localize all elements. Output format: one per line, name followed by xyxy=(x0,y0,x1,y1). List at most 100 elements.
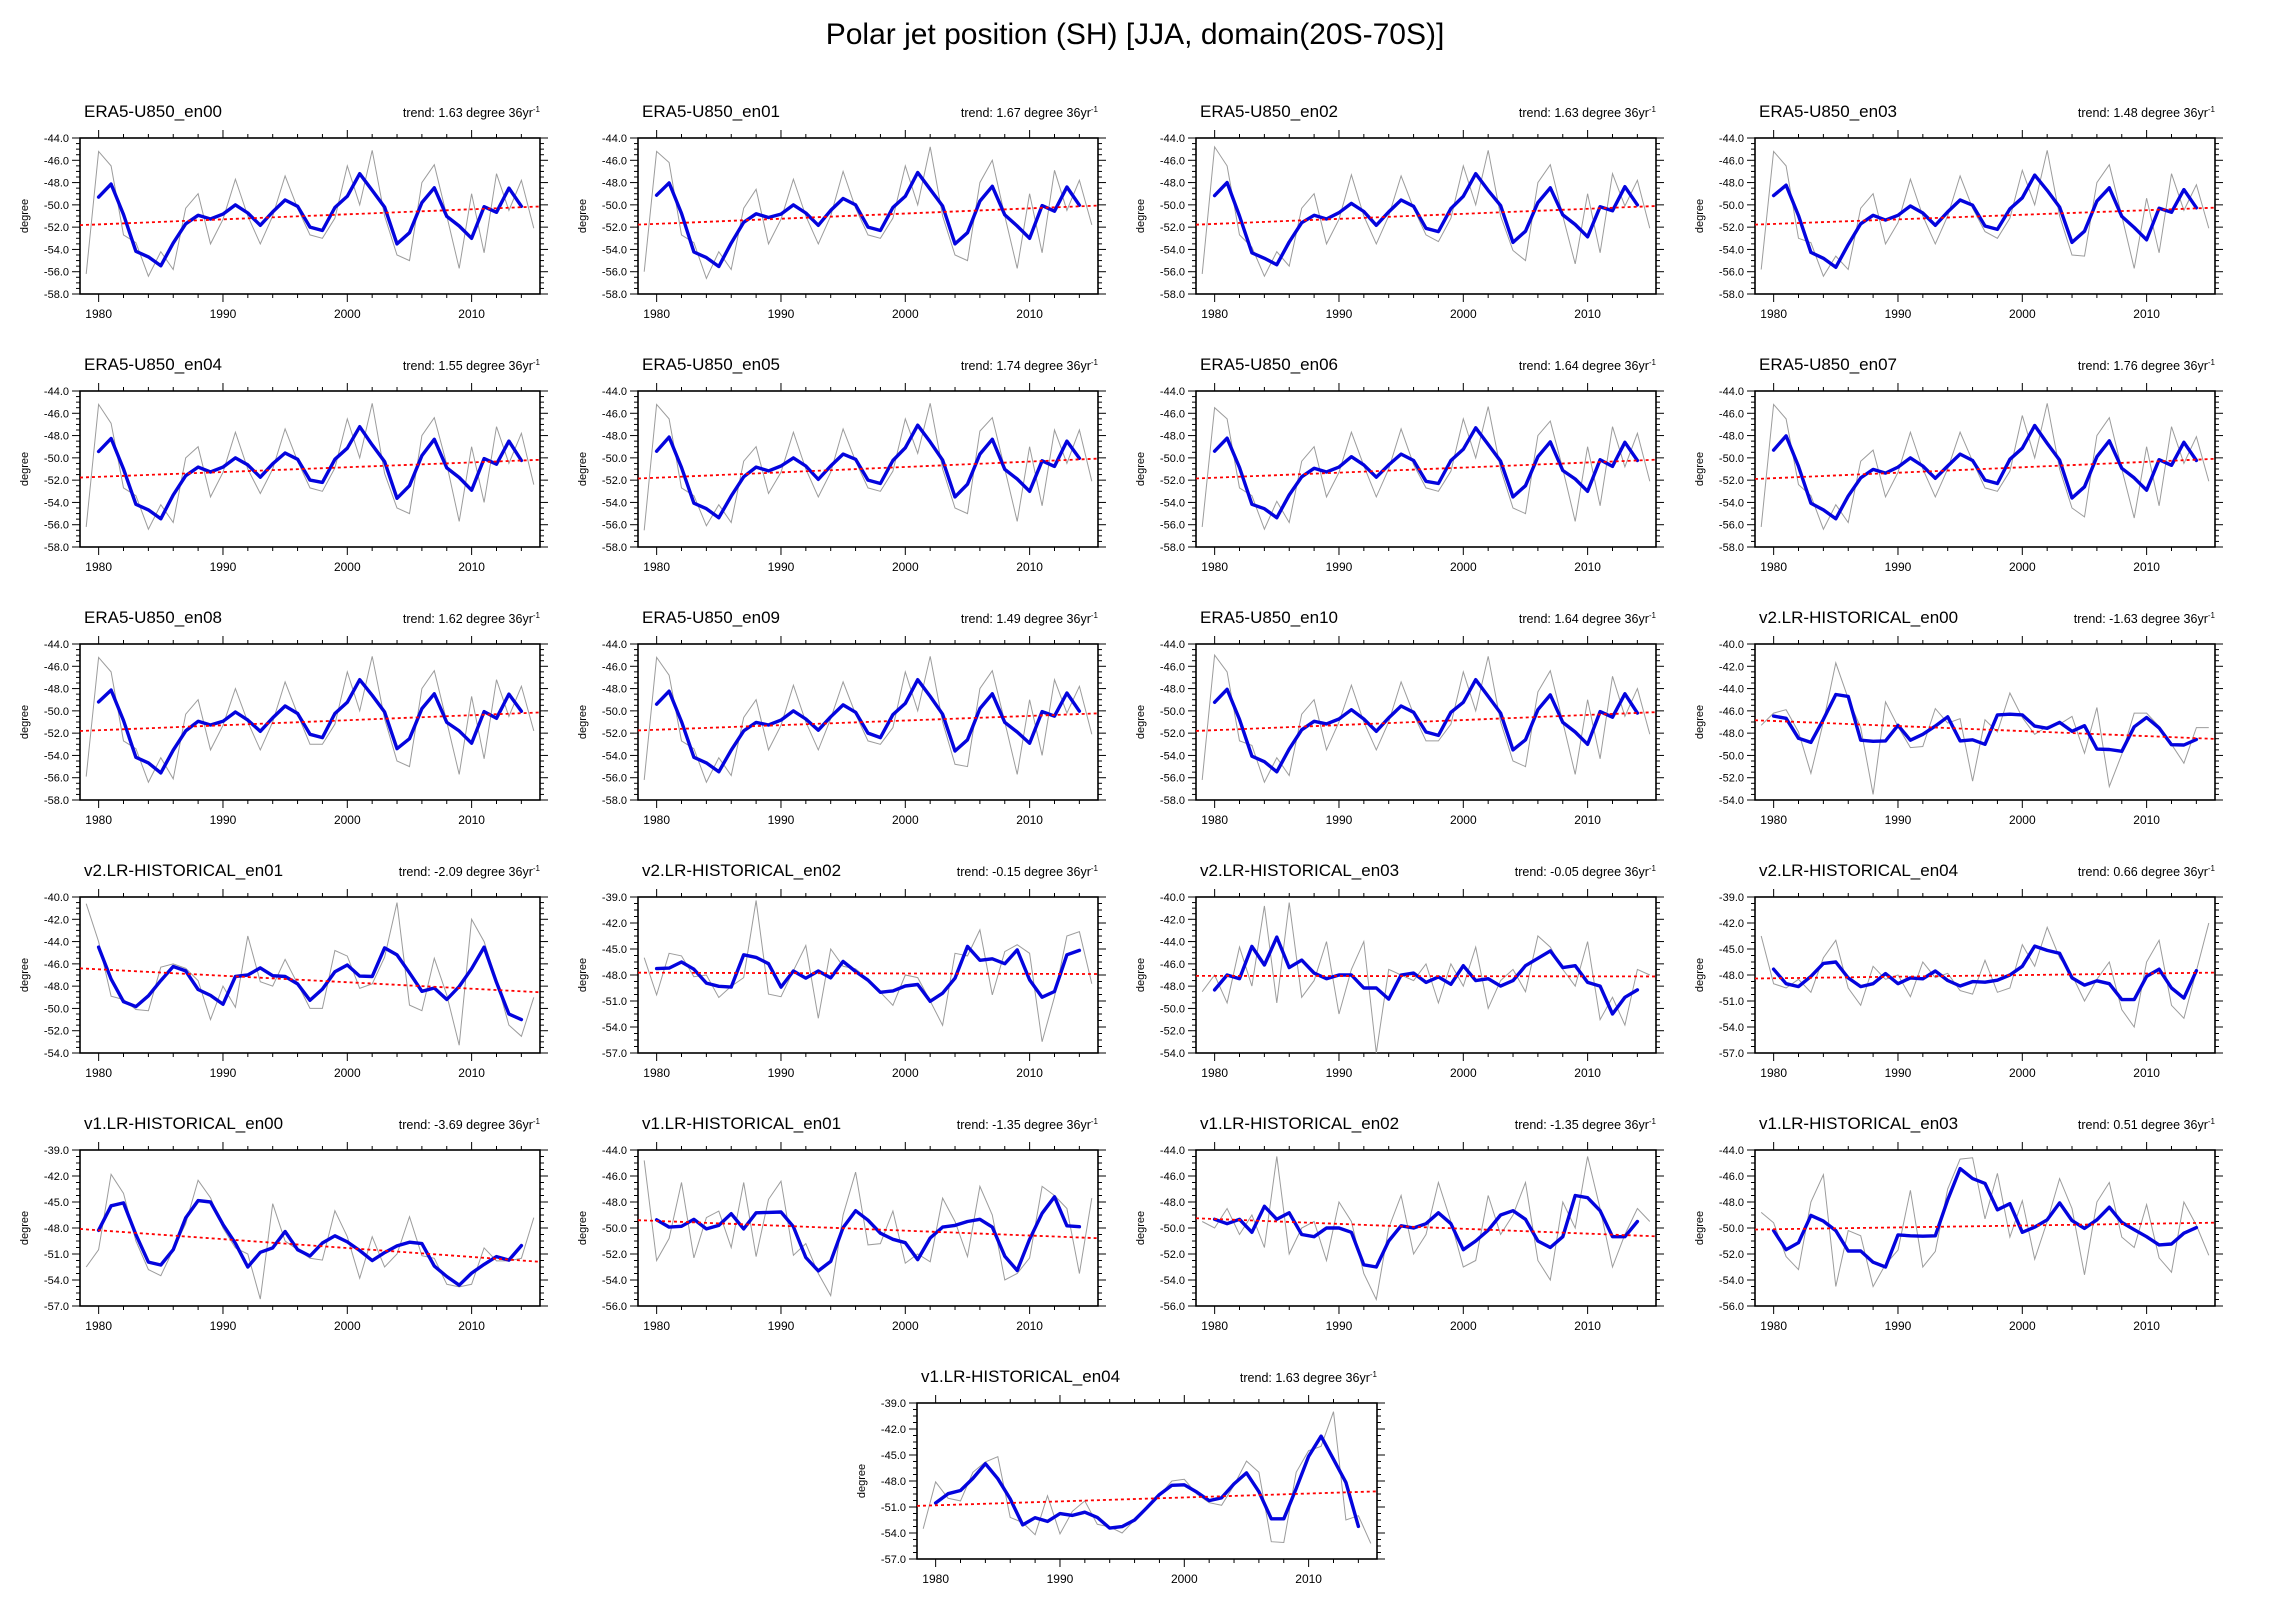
x-tick-label: 2000 xyxy=(334,813,361,827)
y-tick-label: -56.0 xyxy=(44,267,69,279)
axis-box xyxy=(1754,1149,2216,1307)
axis-ticks xyxy=(1747,383,2223,555)
y-tick-label: -46.0 xyxy=(1719,706,1744,718)
y-tick-label: -58.0 xyxy=(44,289,69,301)
chart-panel: ERA5-U850_en04 trend: 1.55 degree 36yr-1-… xyxy=(14,337,574,586)
trend-exponent: -1 xyxy=(532,357,540,367)
y-tick-label: -44.0 xyxy=(602,386,627,398)
y-tick-label: -45.0 xyxy=(602,944,627,956)
panel-header: ERA5-U850_en10 trend: 1.64 degree 36yr-1 xyxy=(1130,590,1690,630)
chart-panel: ERA5-U850_en01 trend: 1.67 degree 36yr-1 -… xyxy=(572,84,1132,333)
y-tick-label: -46.0 xyxy=(602,661,627,673)
panel-title: ERA5-U850_en07 xyxy=(1759,355,1897,374)
y-tick-label: -58.0 xyxy=(602,289,627,301)
y-tick-label: -51.0 xyxy=(602,996,627,1008)
y-tick-label: -52.0 xyxy=(1719,475,1744,487)
y-axis-label: degree xyxy=(577,705,589,739)
panel-header: v2.LR-HISTORICAL_en02 trend: -0.15 degree… xyxy=(572,843,1132,883)
x-tick-label: 2010 xyxy=(2133,1066,2160,1080)
smoothed-series-line xyxy=(654,170,1082,269)
x-tick-label: 2010 xyxy=(1016,1319,1043,1333)
x-tick-label: 1990 xyxy=(210,307,237,321)
y-tick-label: -45.0 xyxy=(1719,944,1744,956)
y-tick-label: -44.0 xyxy=(1160,937,1185,949)
y-tick-label: -48.0 xyxy=(1719,970,1744,982)
y-tick-label: -48.0 xyxy=(1160,178,1185,190)
panel-trend-label: trend: 1.63 degree 36yr-1 xyxy=(1518,104,1656,120)
panel-trend-label: trend: 1.62 degree 36yr-1 xyxy=(402,610,540,626)
y-tick-label: -56.0 xyxy=(602,520,627,532)
x-tick-label: 1980 xyxy=(643,307,670,321)
panel-trend-label: trend: -3.69 degree 36yr-1 xyxy=(398,1116,540,1132)
x-tick-label: 2010 xyxy=(1574,560,1601,574)
trend-line xyxy=(79,458,541,479)
panel-header: v2.LR-HISTORICAL_en04 trend: 0.66 degree … xyxy=(1689,843,2249,883)
y-tick-label: -48.0 xyxy=(1160,1197,1185,1209)
y-tick-label: -44.0 xyxy=(1719,684,1744,696)
annual-series-line xyxy=(1760,150,2210,278)
y-tick-label: -52.0 xyxy=(1160,222,1185,234)
smoothed-series-line xyxy=(1212,1193,1640,1269)
panel-header: ERA5-U850_en06 trend: 1.64 degree 36yr-1 xyxy=(1130,337,1690,377)
y-tick-label: -46.0 xyxy=(602,155,627,167)
y-tick-label: -44.0 xyxy=(1719,1145,1744,1157)
smoothed-series-line xyxy=(96,172,524,268)
axis-ticks xyxy=(630,130,1106,302)
y-tick-label: -50.0 xyxy=(602,200,627,212)
y-tick-label: -54.0 xyxy=(602,1275,627,1287)
y-tick-label: -58.0 xyxy=(1719,542,1744,554)
axis-ticks xyxy=(630,1142,1106,1314)
annual-series-line xyxy=(643,403,1093,531)
y-tick-label: -46.0 xyxy=(1160,661,1185,673)
page-title: Polar jet position (SH) [JJA, domain(20S… xyxy=(825,18,1445,51)
y-tick-label: -52.0 xyxy=(602,1249,627,1261)
x-tick-label: 2000 xyxy=(1450,307,1477,321)
y-tick-label: -48.0 xyxy=(1160,981,1185,993)
annual-series-line xyxy=(1760,922,2210,1029)
x-tick-label: 2010 xyxy=(2133,560,2160,574)
annual-series-line xyxy=(1760,403,2210,531)
y-tick-label: -52.0 xyxy=(1160,1026,1185,1038)
trend-line xyxy=(1195,205,1657,226)
trend-exponent: -1 xyxy=(532,863,540,873)
y-tick-label: -42.0 xyxy=(1160,914,1185,926)
x-tick-label: 1980 xyxy=(85,1066,112,1080)
panel-header: ERA5-U850_en01 trend: 1.67 degree 36yr-1 xyxy=(572,84,1132,124)
panel-trend-label: trend: -1.35 degree 36yr-1 xyxy=(1514,1116,1656,1132)
y-tick-label: -50.0 xyxy=(1160,200,1185,212)
y-tick-label: -44.0 xyxy=(44,937,69,949)
x-tick-label: 1980 xyxy=(1201,560,1228,574)
annual-series-line xyxy=(85,656,535,784)
chart-panel: ERA5-U850_en09 trend: 1.49 degree 36yr-1-… xyxy=(572,590,1132,839)
panel-plot: -44.0 -46.0 -48.0 -50.0 -52.0 -54.0 -56.0 -58.0… xyxy=(1135,383,1664,574)
smoothed-series-line xyxy=(1212,935,1640,1016)
annual-series-line xyxy=(85,150,535,278)
trend-exponent: -1 xyxy=(2207,610,2215,620)
x-tick-label: 2010 xyxy=(1016,560,1043,574)
trend-line xyxy=(1754,971,2216,980)
trend-line xyxy=(1195,974,1657,978)
x-tick-label: 1990 xyxy=(1885,1319,1912,1333)
panel-header: v2.LR-HISTORICAL_en00 trend: -1.63 degree… xyxy=(1689,590,2249,630)
y-tick-label: -40.0 xyxy=(44,892,69,904)
axis-ticks xyxy=(630,636,1106,808)
axis-box xyxy=(637,137,1099,295)
panel-plot: -44.0 -46.0 -48.0 -50.0 -52.0 -54.0 -56.0 -58.0… xyxy=(1694,383,2223,574)
x-tick-label: 2000 xyxy=(1171,1572,1198,1586)
x-tick-label: 1980 xyxy=(1760,813,1787,827)
x-tick-label: 2010 xyxy=(1016,813,1043,827)
panel-plot: -39.0 -42.0 -45.0 -48.0 -51.0 -54.0 -57.0 1980 1… xyxy=(19,1142,548,1333)
y-tick-label: -48.0 xyxy=(44,981,69,993)
y-tick-label: -57.0 xyxy=(1719,1048,1744,1060)
x-tick-label: 1980 xyxy=(643,560,670,574)
y-tick-label: -56.0 xyxy=(1160,773,1185,785)
x-tick-label: 1990 xyxy=(1885,307,1912,321)
panel-plot: -39.0 -42.0 -45.0 -48.0 -51.0 -54.0 -57.0 1980 1… xyxy=(577,889,1106,1080)
y-tick-label: -50.0 xyxy=(1719,750,1744,762)
x-tick-label: 1980 xyxy=(1760,560,1787,574)
y-tick-label: -56.0 xyxy=(1160,267,1185,279)
y-tick-label: -48.0 xyxy=(44,431,69,443)
y-tick-label: -46.0 xyxy=(1160,1171,1185,1183)
trend-line xyxy=(1754,457,2216,480)
y-tick-label: -46.0 xyxy=(602,1171,627,1183)
